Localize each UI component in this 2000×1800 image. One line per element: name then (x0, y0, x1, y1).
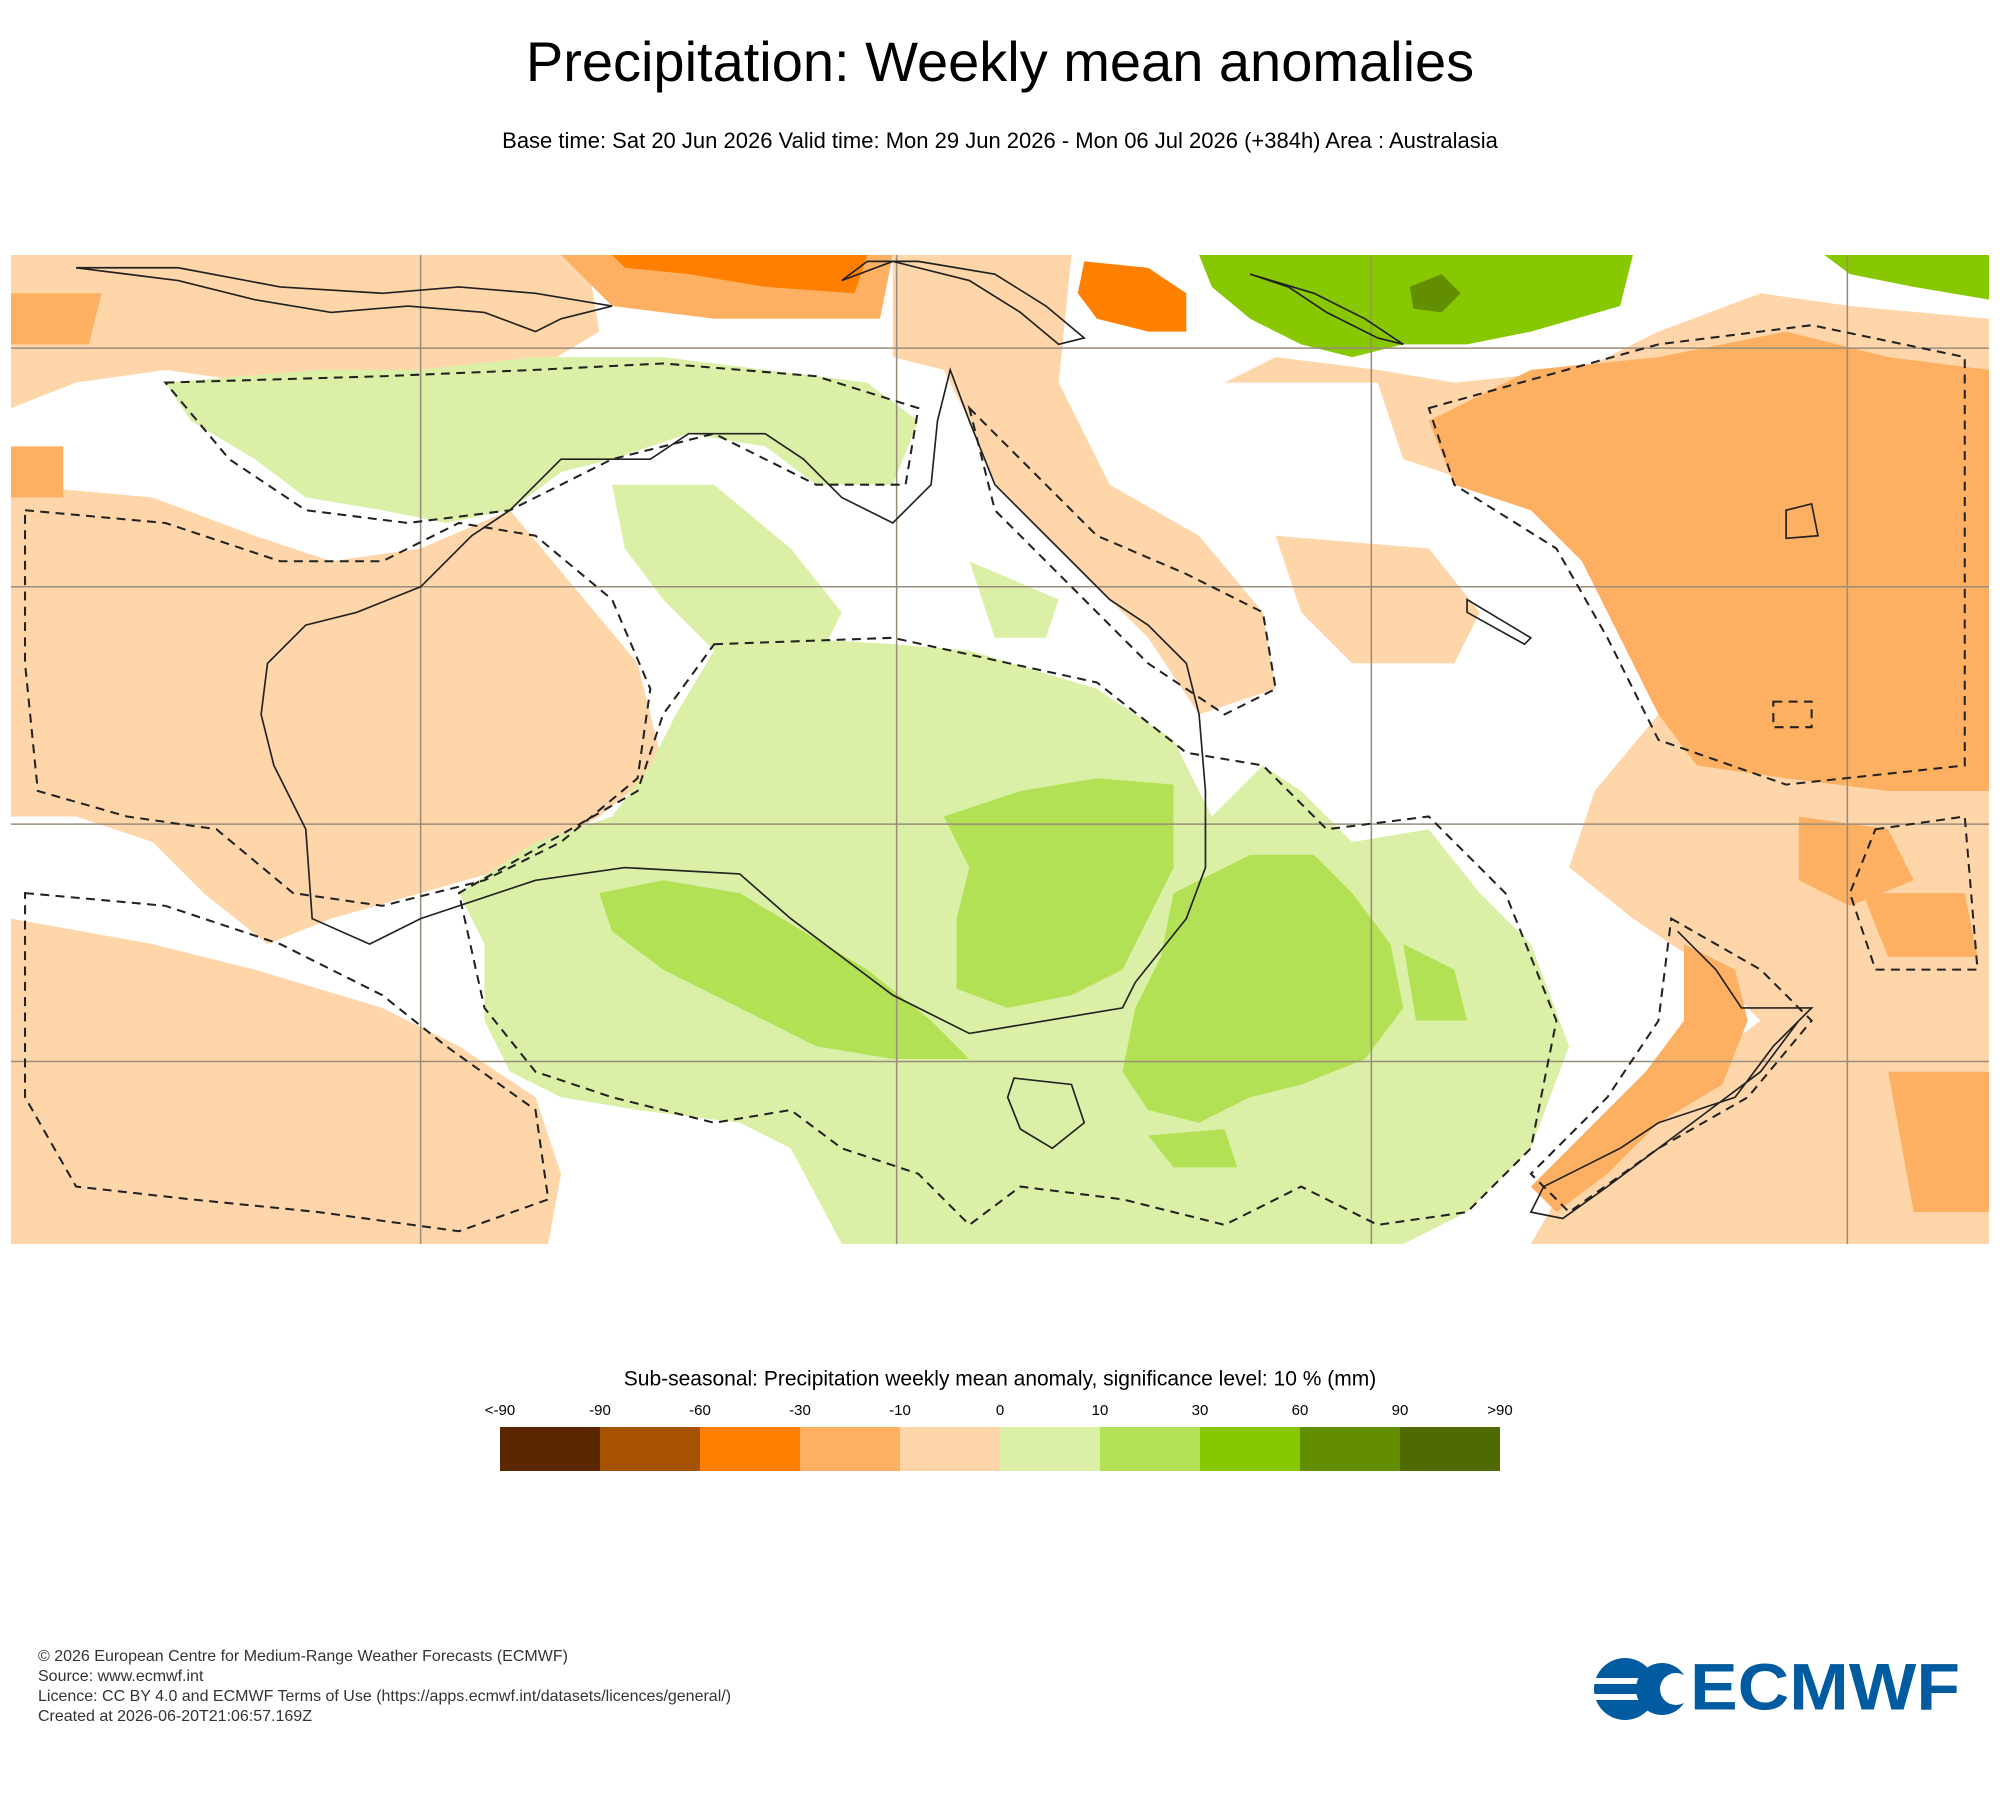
colorbar-swatch (1400, 1427, 1500, 1471)
colorbar-swatch (700, 1427, 800, 1471)
graticule (11, 255, 1989, 1244)
logo-stripe (1590, 1694, 1640, 1700)
logo-mark (1660, 1673, 1692, 1705)
logo: ECMWF (1590, 1649, 1960, 1723)
logo-mark (1594, 1658, 1656, 1720)
subtitle: Base time: Sat 20 Jun 2026 Valid time: M… (502, 128, 1498, 153)
colorbar-label: -60 (689, 1402, 711, 1419)
footer-line: © 2026 European Centre for Medium-Range … (38, 1648, 568, 1665)
map (11, 255, 1989, 1244)
coastlines (75, 260, 1819, 1220)
logo-text: ECMWF (1690, 1649, 1960, 1723)
title: Precipitation: Weekly mean anomalies (526, 30, 1474, 93)
colorbar-label: 60 (1292, 1402, 1309, 1419)
legend-title: Sub-seasonal: Precipitation weekly mean … (624, 1368, 1376, 1391)
colorbar-label: -90 (589, 1402, 611, 1419)
colorbar-swatch (600, 1427, 700, 1471)
colorbar-label: 10 (1092, 1402, 1109, 1419)
colorbar-swatch (1100, 1427, 1200, 1471)
anomaly-very-strong-positive (1409, 274, 1461, 313)
colorbar-swatch (1000, 1427, 1100, 1471)
colorbar: <-90 -90 -60 -30 -10 0 10 30 60 90 >90 (485, 1402, 1513, 1471)
colorbar-swatch (1200, 1427, 1300, 1471)
footer-line: Source: www.ecmwf.int (38, 1668, 204, 1685)
colorbar-label: -30 (789, 1402, 811, 1419)
footer-line: Created at 2026-06-20T21:06:57.169Z (38, 1708, 312, 1725)
colorbar-label: 0 (996, 1402, 1004, 1419)
footer-line: Licence: CC BY 4.0 and ECMWF Terms of Us… (38, 1688, 731, 1705)
logo-stripe (1590, 1678, 1640, 1684)
colorbar-swatch (1300, 1427, 1400, 1471)
colorbar-swatch (500, 1427, 600, 1471)
significance-contours (24, 324, 1979, 1233)
colorbar-label: -10 (889, 1402, 911, 1419)
colorbar-label: 90 (1392, 1402, 1409, 1419)
anomaly-moderate-negative (11, 255, 1989, 1213)
colorbar-label: <-90 (485, 1402, 515, 1419)
anomaly-strong-negative (612, 255, 1187, 332)
colorbar-swatch (900, 1427, 1000, 1471)
anomaly-moderate-positive (599, 778, 1468, 1168)
colorbar-label: 30 (1192, 1402, 1209, 1419)
colorbar-swatch (800, 1427, 900, 1471)
footer: © 2026 European Centre for Medium-Range … (38, 1648, 731, 1725)
colorbar-label: >90 (1487, 1402, 1512, 1419)
